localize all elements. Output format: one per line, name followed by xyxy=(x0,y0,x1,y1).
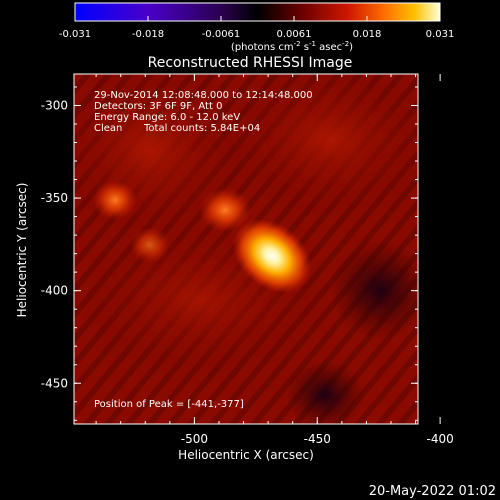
source-faint xyxy=(130,227,170,263)
x-tick-label: -450 xyxy=(304,432,331,446)
y-tick-label: -300 xyxy=(41,98,68,112)
info-time-range: 29-Nov-2014 12:08:48.000 to 12:14:48.000 xyxy=(94,90,313,101)
image-title: Reconstructed RHESSI Image xyxy=(148,55,353,71)
info-detectors: Detectors: 3F 6F 9F, Att 0 xyxy=(94,101,222,112)
peak-source xyxy=(232,218,312,294)
info-counts: Total counts: 5.84E+04 xyxy=(143,123,260,134)
plot-frame xyxy=(73,73,419,425)
colorbar-gradient xyxy=(75,3,440,21)
colorbar-unit-label: (photons cm-2 s-1 asec-2) xyxy=(231,40,353,53)
colorbar-tick-label: -0.0061 xyxy=(202,29,241,40)
colorbar-tick-label: 0.0061 xyxy=(277,29,312,40)
x-tick-label: -400 xyxy=(426,432,453,446)
dark-region-right xyxy=(330,240,418,340)
colorbar-frame xyxy=(74,2,441,22)
y-axis-label: Heliocentric Y (arcsec) xyxy=(15,183,29,318)
source-middle xyxy=(199,188,251,232)
colorbar: -0.031 -0.018 -0.0061 0.0061 0.018 0.031 (pho… xyxy=(59,2,455,53)
colorbar-tick-label: -0.031 xyxy=(59,29,91,40)
image-info: 29-Nov-2014 12:08:48.000 to 12:14:48.000… xyxy=(94,90,313,134)
colorbar-tick-label: 0.031 xyxy=(426,29,455,40)
footer-date: 20-May-2022 01:02 xyxy=(369,484,496,499)
dark-region-bottom xyxy=(285,360,365,424)
glow-upper-right xyxy=(220,74,418,220)
source-left xyxy=(93,180,137,220)
peak-position: Position of Peak = [-441,-377] xyxy=(94,399,244,410)
x-axis-ticks: -500 -450 -400 xyxy=(95,74,454,446)
y-tick-label: -450 xyxy=(41,376,68,390)
colorbar-ticks: -0.031 -0.018 -0.0061 0.0061 0.018 0.031 xyxy=(59,2,455,40)
y-axis-ticks: -300 -350 -400 -450 xyxy=(41,86,418,421)
colorbar-tick-label: 0.018 xyxy=(353,29,382,40)
x-tick-label: -500 xyxy=(181,432,208,446)
x-axis-label: Heliocentric X (arcsec) xyxy=(178,448,314,462)
y-tick-label: -350 xyxy=(41,191,68,205)
y-tick-label: -400 xyxy=(41,284,68,298)
info-energy: Energy Range: 6.0 - 12.0 keV xyxy=(94,112,240,123)
info-method: Clean xyxy=(94,123,122,134)
colorbar-tick-label: -0.018 xyxy=(132,29,164,40)
rhessi-image xyxy=(74,74,418,424)
